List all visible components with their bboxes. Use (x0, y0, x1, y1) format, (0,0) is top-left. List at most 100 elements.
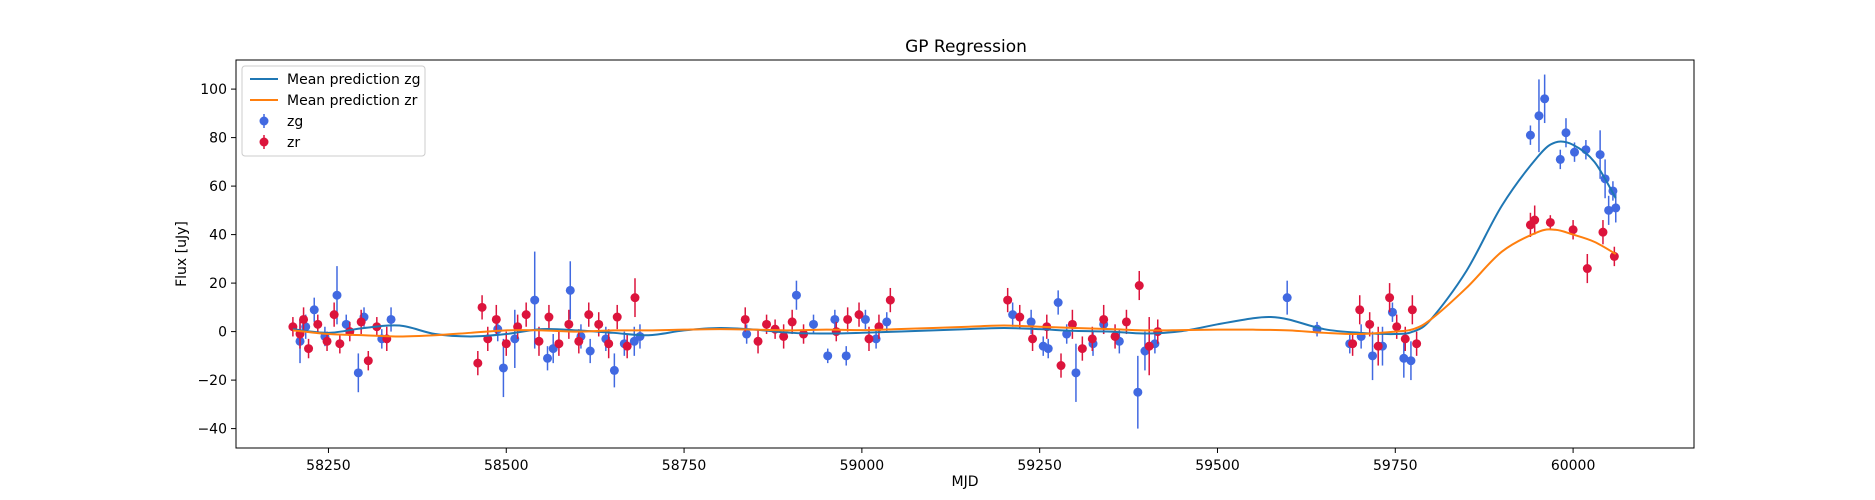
x-tick-label: 59750 (1373, 458, 1418, 474)
data-point-zr (604, 339, 614, 349)
data-point-zg (635, 331, 645, 341)
data-point-zr (843, 314, 853, 324)
data-point-zr (762, 319, 772, 329)
data-point-zr (521, 310, 531, 320)
data-point-zr (1400, 334, 1410, 344)
data-point-zr (1392, 322, 1402, 332)
y-tick-label: 60 (209, 179, 227, 195)
data-point-zr (1609, 251, 1619, 261)
data-point-zr (1385, 293, 1395, 303)
data-point-zg (585, 346, 595, 356)
data-point-zr (477, 302, 487, 312)
data-point-zg (1406, 356, 1416, 366)
series-zr (288, 205, 1619, 378)
data-point-zr (740, 314, 750, 324)
data-point-zr (1373, 341, 1383, 351)
data-point-zr (1087, 334, 1097, 344)
x-axis-ticks: 58250 58500 58750 59000 59250 59500 59750 60000 (306, 448, 1595, 474)
data-point-zr (554, 339, 564, 349)
data-point-zg (341, 319, 351, 329)
x-tick-label: 59000 (840, 458, 885, 474)
data-point-zg (565, 285, 575, 295)
data-point-zr (564, 319, 574, 329)
data-point-zg (823, 351, 833, 361)
mean-line-zg (292, 140, 1617, 338)
data-point-zg (1555, 154, 1565, 164)
y-tick-label: 80 (209, 131, 227, 147)
data-point-zr (622, 341, 632, 351)
data-point-zg (882, 317, 892, 327)
data-point-zg (1133, 387, 1143, 397)
data-point-zr (1110, 331, 1120, 341)
data-point-zr (1582, 264, 1592, 274)
data-point-zg (386, 314, 396, 324)
x-tick-label: 59500 (1195, 458, 1240, 474)
data-point-zg (830, 314, 840, 324)
data-point-zg (809, 319, 819, 329)
data-point-zg (860, 314, 870, 324)
data-point-zg (1595, 150, 1605, 160)
legend-label-mean-zg: Mean prediction zg (287, 72, 421, 88)
data-point-zg (1525, 130, 1535, 140)
data-point-zr (544, 312, 554, 322)
data-point-zr (322, 336, 332, 346)
data-point-zr (574, 336, 584, 346)
data-point-zg (1534, 111, 1544, 121)
data-point-zg (493, 324, 503, 334)
data-point-zg (609, 365, 619, 375)
x-tick-label: 60000 (1551, 458, 1596, 474)
data-point-zg (1053, 298, 1063, 307)
y-tick-label: −20 (197, 373, 227, 389)
axes-frame (235, 59, 1695, 449)
data-point-zr (1365, 319, 1375, 329)
plot-area (288, 74, 1621, 429)
data-point-zg (791, 290, 801, 300)
data-point-zr (304, 344, 314, 354)
x-tick-label: 59250 (1017, 458, 1062, 474)
y-tick-label: 100 (200, 82, 227, 98)
legend-box (241, 65, 426, 157)
data-point-zr (1144, 341, 1154, 351)
data-point-zr (612, 312, 622, 322)
x-tick-label: 58250 (306, 458, 351, 474)
data-point-zr (1355, 305, 1365, 315)
data-point-zr (779, 331, 789, 341)
y-tick-label: 0 (218, 325, 227, 341)
y-tick-label: −40 (197, 422, 227, 438)
legend-marker-zg (259, 116, 269, 126)
data-point-zg (1611, 203, 1621, 213)
legend-label-zr: zr (287, 135, 300, 151)
data-point-zg (1540, 94, 1550, 104)
data-point-zr (594, 319, 604, 329)
data-point-zr (363, 356, 373, 366)
data-point-zr (1412, 339, 1422, 349)
data-point-zr (1407, 305, 1417, 315)
legend-marker-zr (259, 137, 269, 147)
data-point-zr (1153, 327, 1163, 337)
data-point-zr (831, 327, 841, 337)
data-point-zg (1062, 329, 1072, 339)
chart-title: GP Regression (905, 37, 1027, 57)
data-point-zr (1099, 314, 1109, 324)
data-point-zg (1561, 128, 1571, 138)
data-point-zr (491, 314, 501, 324)
data-point-zg (1071, 368, 1081, 378)
legend-label-zg: zg (287, 114, 303, 130)
y-axis-ticks: −40 −20 0 20 40 60 80 100 (197, 82, 236, 438)
data-point-zg (309, 305, 319, 315)
y-tick-label: 20 (209, 276, 227, 292)
data-point-zr (753, 336, 763, 346)
data-point-zg (353, 368, 363, 378)
data-point-zr (1530, 215, 1540, 225)
data-point-zr (1056, 361, 1066, 371)
data-point-zr (1067, 319, 1077, 329)
data-point-zg (498, 363, 508, 373)
data-point-zr (1121, 317, 1131, 327)
data-point-zg (841, 351, 851, 361)
data-point-zg (332, 290, 342, 300)
data-point-zr (1568, 225, 1578, 235)
data-point-zr (534, 336, 544, 346)
data-point-zr (356, 317, 366, 327)
data-point-zg (1604, 205, 1614, 215)
data-point-zr (473, 358, 483, 368)
